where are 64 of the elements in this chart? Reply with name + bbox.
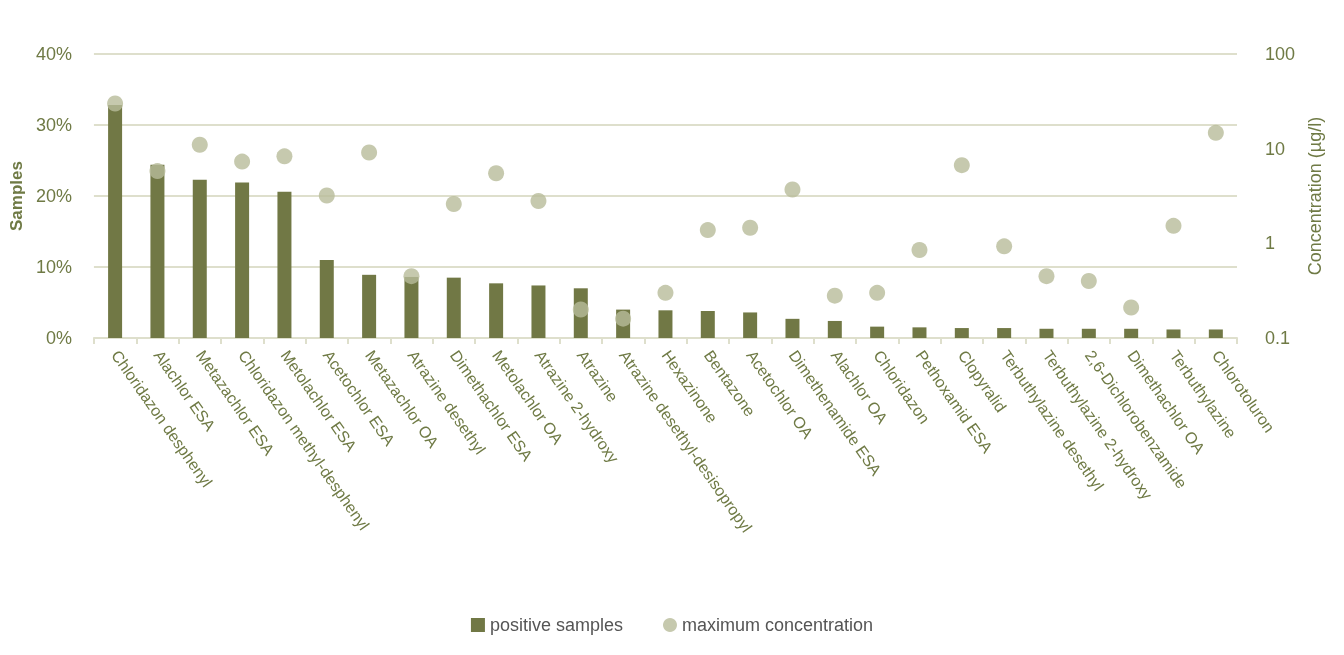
point <box>488 165 505 182</box>
point <box>445 196 462 213</box>
point <box>615 310 632 327</box>
bar <box>700 311 715 338</box>
point <box>657 284 674 301</box>
bar <box>277 191 292 338</box>
bar <box>319 259 334 338</box>
point <box>234 153 251 170</box>
bar <box>235 182 250 338</box>
legend-label: positive samples <box>489 615 623 635</box>
bar <box>658 310 673 338</box>
bar <box>1081 328 1096 338</box>
bar <box>192 179 207 338</box>
bar <box>362 274 377 338</box>
bar <box>912 327 927 338</box>
bar <box>531 285 546 338</box>
y2-tick-label: 10 <box>1265 138 1286 159</box>
point <box>276 148 293 165</box>
y-tick-label: 40% <box>35 44 72 64</box>
point <box>1038 268 1055 285</box>
point <box>826 287 843 304</box>
y2-tick-label: 100 <box>1265 44 1296 64</box>
bar <box>1124 328 1139 338</box>
point <box>530 193 547 209</box>
bar <box>489 283 504 338</box>
point <box>107 95 124 112</box>
bar <box>870 326 885 338</box>
bar <box>1166 329 1181 338</box>
point <box>911 242 928 259</box>
point <box>699 222 716 239</box>
legend-label: maximum concentration <box>681 615 874 635</box>
point <box>1123 299 1140 316</box>
bar <box>743 312 758 338</box>
point <box>869 284 886 301</box>
bar <box>150 164 165 338</box>
y-tick-label: 20% <box>35 186 72 206</box>
y-tick-label: 30% <box>35 115 72 135</box>
point <box>149 163 166 180</box>
point <box>742 219 759 236</box>
point <box>953 157 970 174</box>
point <box>784 181 801 198</box>
bar <box>446 277 461 338</box>
point <box>1207 124 1224 141</box>
y2-tick-label: 0.1 <box>1265 328 1291 348</box>
point <box>191 136 208 153</box>
bar <box>1039 328 1054 338</box>
point <box>1165 217 1182 234</box>
bar <box>1208 329 1223 338</box>
bar <box>954 328 969 338</box>
point <box>1080 273 1097 289</box>
point <box>572 301 589 318</box>
point <box>403 268 420 285</box>
bar <box>827 320 842 338</box>
point <box>996 238 1013 255</box>
point <box>318 187 335 204</box>
y-axis-title: Samples <box>7 161 26 231</box>
point <box>361 144 378 161</box>
y2-tick-label: 1 <box>1265 233 1276 254</box>
bar <box>785 318 800 338</box>
y2-axis-title: Concentration (µg/l) <box>1304 116 1325 276</box>
bar <box>108 105 123 338</box>
y-tick-label: 0% <box>45 328 72 348</box>
y-tick-label: 10% <box>35 257 72 277</box>
bar <box>997 328 1012 338</box>
